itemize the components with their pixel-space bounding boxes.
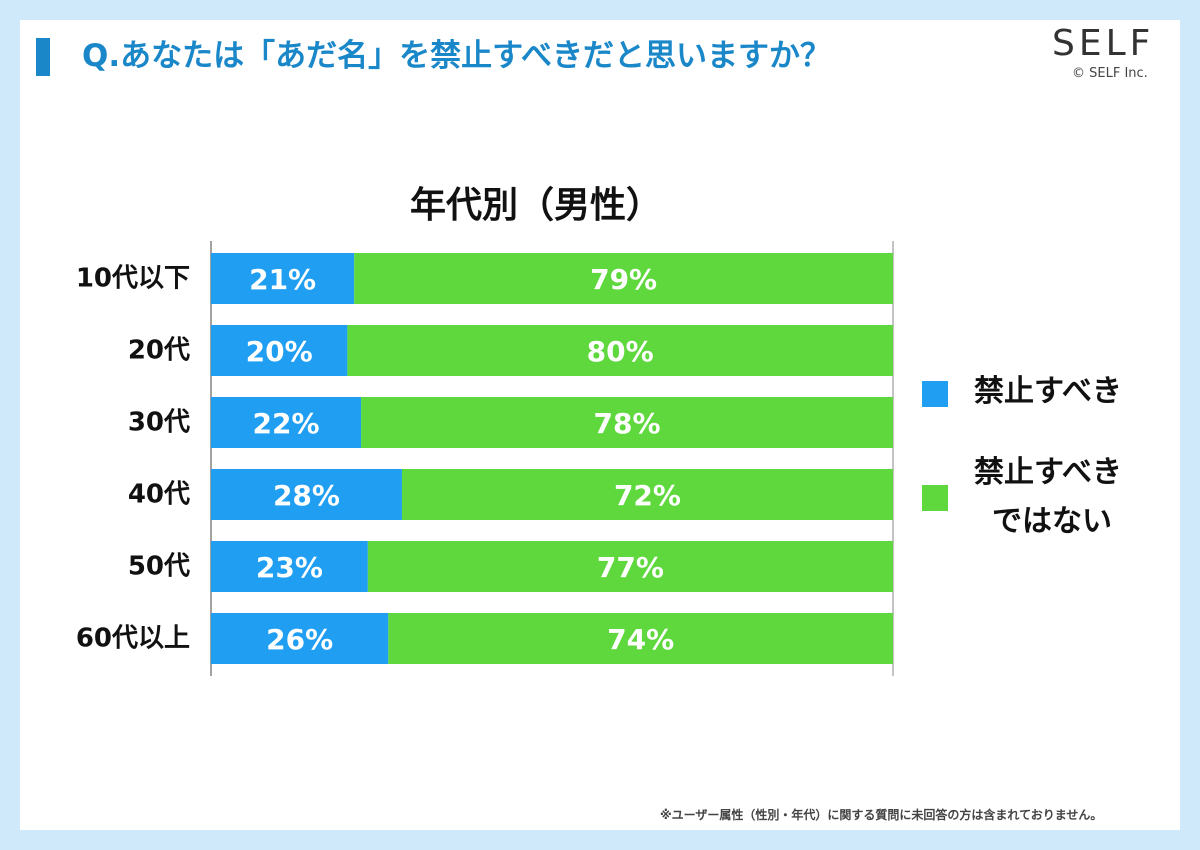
bar-should (211, 541, 368, 592)
bar-should-not (347, 325, 893, 376)
brand-logo: SELF (1052, 23, 1155, 64)
data-label: 72% (614, 479, 681, 512)
data-label: 77% (597, 551, 664, 584)
legend-swatch-should (922, 381, 948, 407)
bar-should (211, 469, 402, 520)
brand-copyright: © SELF Inc. (1072, 66, 1148, 81)
bar-should-not (354, 253, 894, 304)
legend-swatch-should-not (922, 485, 948, 511)
data-label: 23% (256, 551, 323, 584)
bar-should-not (401, 469, 893, 520)
question-title: Q.あなたは「あだ名」を禁止すべきだと思いますか？ (82, 38, 831, 74)
data-label: 28% (273, 479, 340, 512)
bar-should (211, 325, 348, 376)
bar-should (211, 613, 389, 664)
chart-title: 年代別（男性） (410, 185, 663, 226)
data-label: 79% (590, 263, 657, 296)
bar-should-not (388, 613, 893, 664)
footnote: ※ユーザー属性（性別・年代）に関する質問に未回答の方は含まれておりません。 (660, 808, 1103, 822)
data-label: 26% (266, 623, 333, 656)
legend-label-should-not-line1: 禁止すべき (974, 455, 1122, 490)
data-label: 20% (246, 335, 313, 368)
legend-label-should-not-line2: ではない (992, 504, 1112, 539)
header-accent-bar (36, 38, 50, 76)
bar-should-not (367, 541, 893, 592)
category-label: 30代 (128, 408, 190, 438)
data-label: 22% (253, 407, 320, 440)
data-label: 78% (594, 407, 661, 440)
bar-should-not (361, 397, 893, 448)
bar-should (211, 253, 355, 304)
category-label: 50代 (128, 552, 190, 582)
data-label: 80% (587, 335, 654, 368)
bar-should (211, 397, 362, 448)
category-label: 40代 (128, 480, 190, 510)
data-label: 21% (249, 263, 316, 296)
data-label: 74% (607, 623, 674, 656)
legend-label-should: 禁止すべき (974, 374, 1122, 409)
category-label: 10代以下 (76, 264, 190, 294)
category-label: 60代以上 (76, 624, 190, 654)
category-label: 20代 (128, 336, 190, 366)
